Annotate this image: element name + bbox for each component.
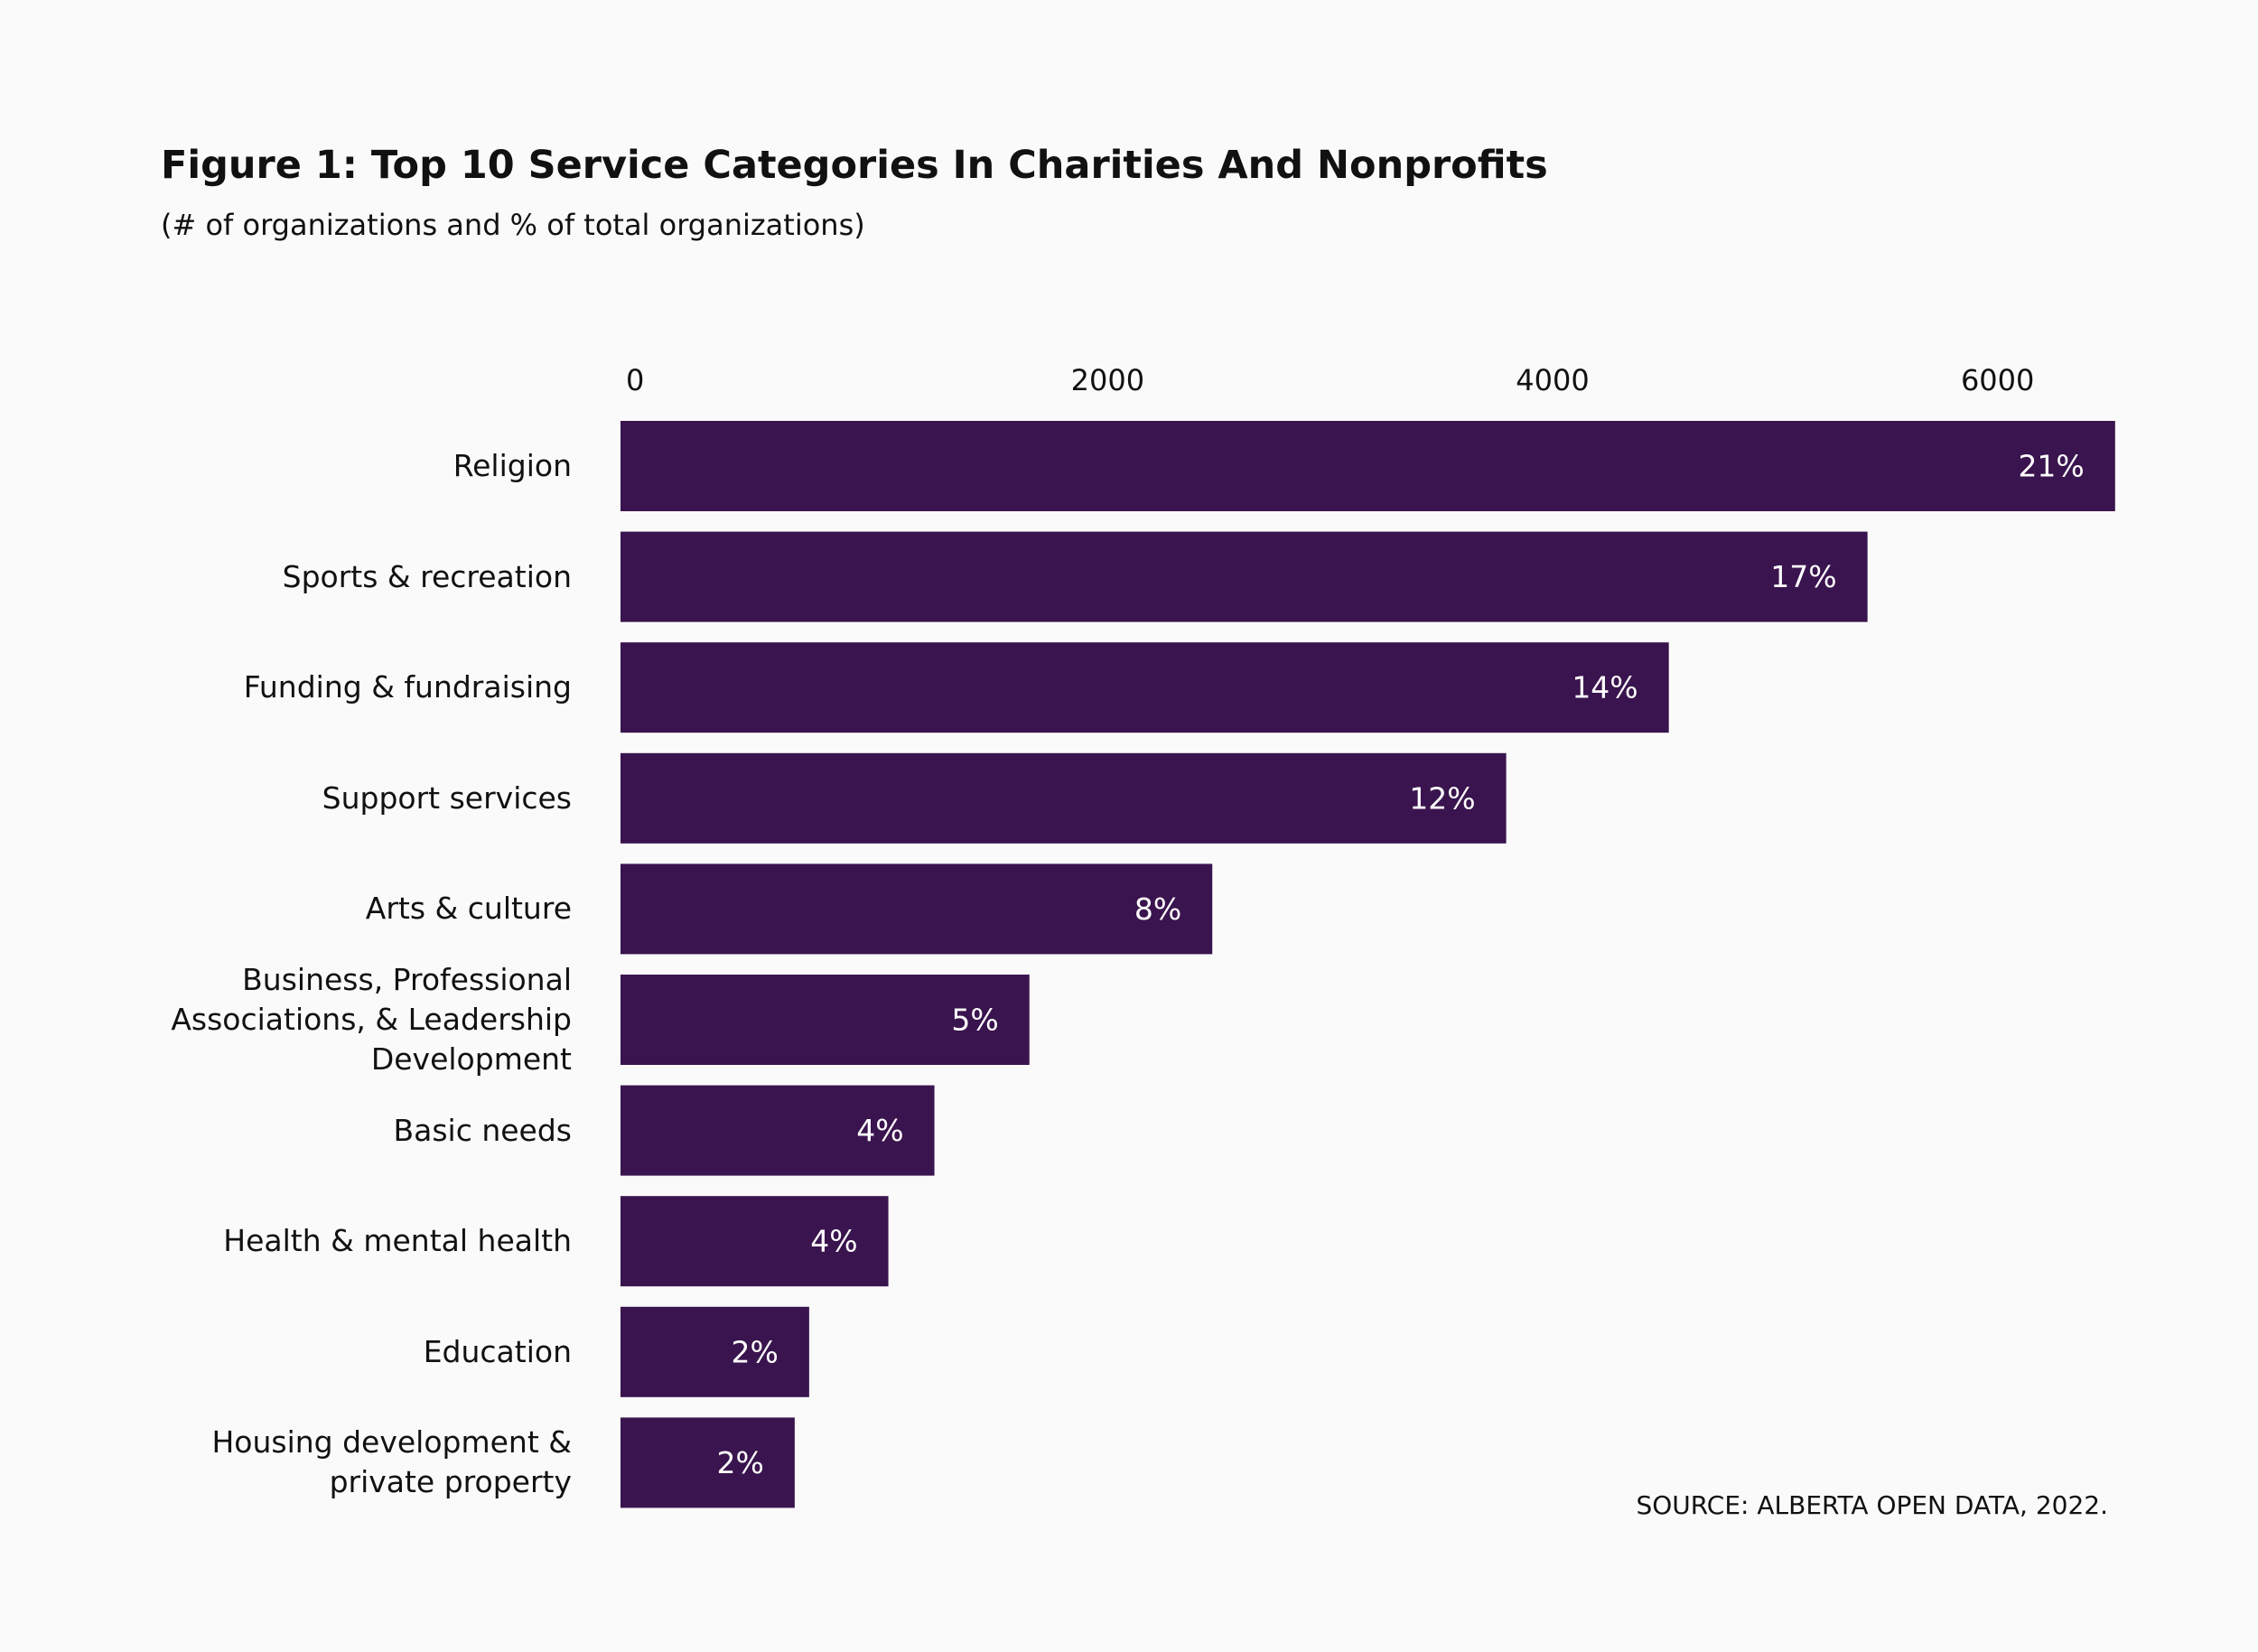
source-note: SOURCE: ALBERTA OPEN DATA, 2022. bbox=[1636, 1490, 2108, 1520]
category-label: Religion bbox=[453, 448, 572, 484]
category-label: Education bbox=[423, 1333, 572, 1369]
value-label: 8% bbox=[1134, 891, 1181, 927]
category-label: Arts & culture bbox=[365, 891, 572, 927]
value-label: 12% bbox=[1409, 780, 1475, 816]
value-label: 4% bbox=[810, 1224, 857, 1259]
bar bbox=[620, 642, 1669, 733]
bar bbox=[620, 863, 1213, 955]
x-tick-label: 4000 bbox=[1516, 363, 1589, 397]
x-tick-label: 6000 bbox=[1961, 363, 2034, 397]
value-label: 2% bbox=[717, 1445, 764, 1480]
category-label: Support services bbox=[322, 779, 572, 816]
chart-subtitle: (# of organizations and % of total organ… bbox=[161, 208, 865, 242]
chart-title: Figure 1: Top 10 Service Categories In C… bbox=[161, 143, 1548, 188]
value-label: 21% bbox=[2018, 449, 2084, 484]
bar bbox=[620, 1417, 795, 1508]
bar bbox=[620, 531, 1868, 622]
category-label: Funding & fundraising bbox=[243, 669, 572, 705]
value-label: 2% bbox=[732, 1334, 779, 1369]
category-label: Business, Professional Associations, & L… bbox=[171, 962, 572, 1077]
category-label: Basic needs bbox=[393, 1112, 572, 1148]
bar bbox=[620, 421, 2115, 511]
bar bbox=[620, 1196, 889, 1287]
bar bbox=[620, 975, 1030, 1065]
x-tick-label: 2000 bbox=[1071, 363, 1144, 397]
category-label: Sports & recreation bbox=[282, 558, 572, 594]
category-label: Health & mental health bbox=[223, 1223, 572, 1259]
category-label: Housing development & private property bbox=[211, 1424, 572, 1500]
bar bbox=[620, 752, 1507, 844]
bar bbox=[620, 1306, 809, 1397]
bar bbox=[620, 1085, 935, 1176]
value-label: 5% bbox=[951, 1003, 998, 1038]
x-tick-label: 0 bbox=[626, 363, 644, 397]
value-label: 4% bbox=[856, 1113, 903, 1148]
value-label: 14% bbox=[1572, 670, 1638, 705]
value-label: 17% bbox=[1770, 559, 1836, 594]
